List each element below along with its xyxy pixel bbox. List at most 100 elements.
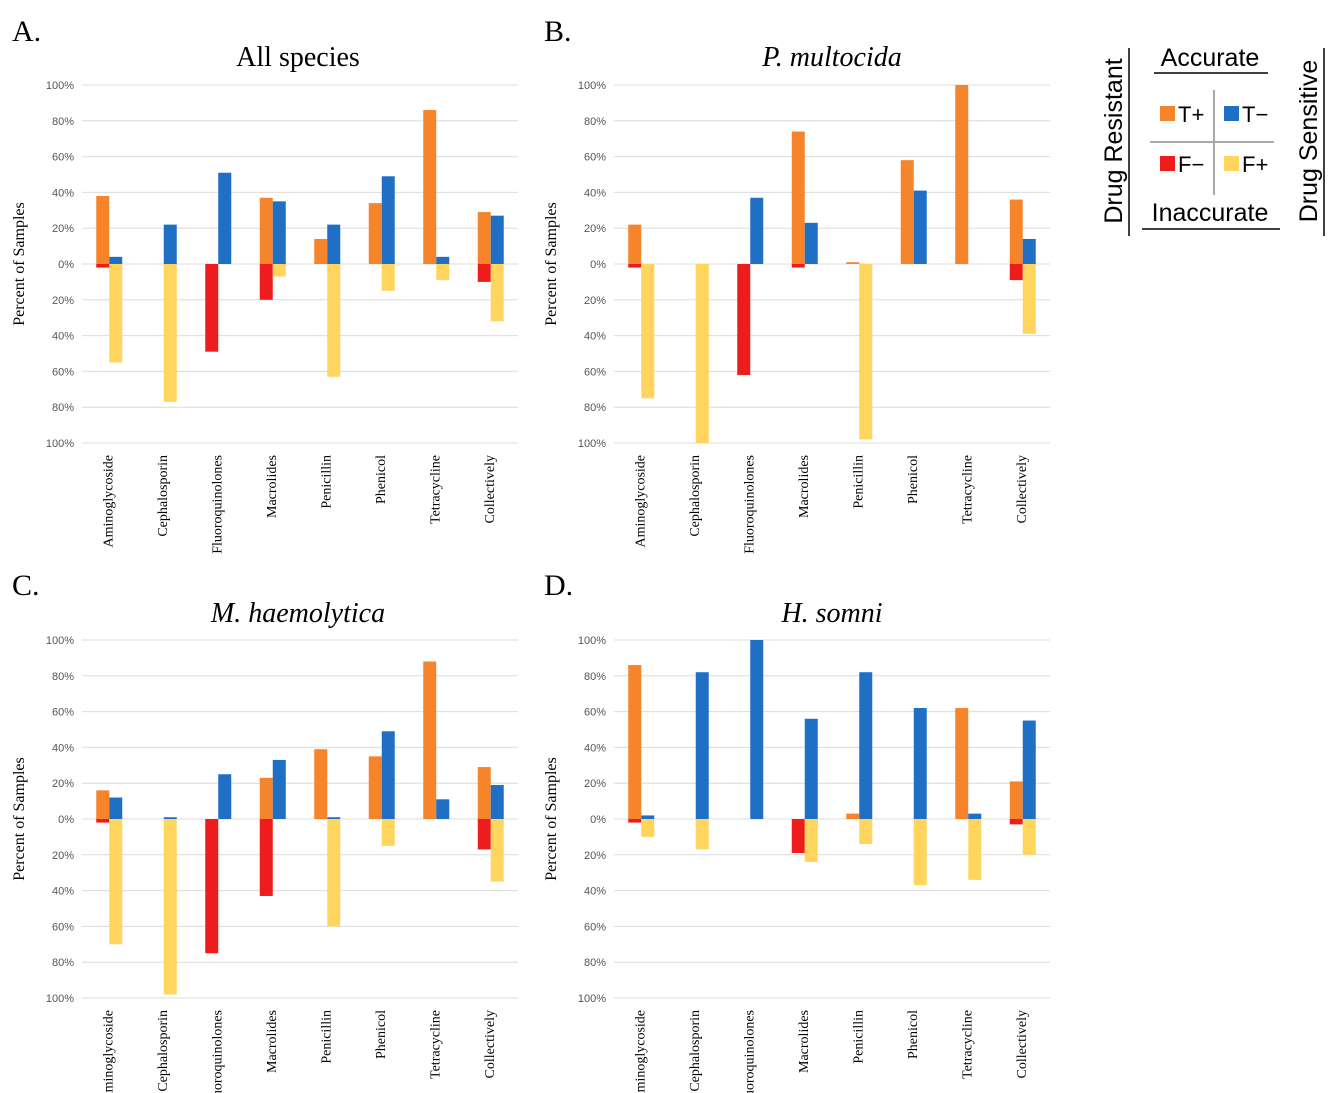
panel-b-bar-f-plus-penicillin bbox=[859, 264, 873, 440]
panel-b-bar-t-plus-phenicol bbox=[900, 160, 914, 264]
panel-d-bar-t-minus-penicillin bbox=[859, 672, 873, 819]
panel-c-ytick-label: 40% bbox=[52, 742, 74, 754]
panel-b-category-label-phenicol: Phenicol bbox=[906, 455, 921, 504]
panel-b-category-label-tetracycline: Tetracycline bbox=[960, 455, 975, 524]
panel-d-category-label-aminoglycoside: Aminoglycoside bbox=[633, 1010, 648, 1093]
panel-d-bar-f-plus-tetracycline bbox=[968, 819, 982, 880]
panel-d-ytick-label: 20% bbox=[584, 778, 606, 790]
panel-c-bar-t-minus-collectively bbox=[490, 784, 504, 819]
legend-swatch-t-plus bbox=[1160, 106, 1175, 121]
panel-a-bar-f-plus-tetracycline bbox=[436, 264, 450, 281]
panel-b: B. P. multocida Percent of Samples 100% 80% 6… bbox=[543, 15, 1050, 554]
panel-c-bar-t-plus-penicillin bbox=[314, 749, 328, 819]
panel-b-ytick-label: 20% bbox=[584, 295, 606, 307]
panel-d-letter: D. bbox=[544, 569, 573, 602]
panel-d-ytick-label: 60% bbox=[584, 921, 606, 933]
panel-d-category-label-cephalosporin: Cephalosporin bbox=[688, 1010, 703, 1092]
legend-swatch-f-minus bbox=[1160, 156, 1175, 171]
panel-c-bar-f-plus-collectively bbox=[490, 819, 504, 882]
panel-b-bar-f-plus-cephalosporin bbox=[695, 264, 709, 443]
panel-c-bar-f-minus-fluoroquinolones bbox=[205, 819, 219, 954]
panel-c-ytick-label: 100% bbox=[46, 635, 74, 647]
panel-b-category-label-cephalosporin: Cephalosporin bbox=[688, 455, 703, 537]
panel-c-bar-f-minus-macrolides bbox=[259, 819, 273, 896]
panel-b-bar-f-minus-macrolides bbox=[791, 264, 805, 268]
panel-d-bar-t-minus-tetracycline bbox=[968, 813, 982, 819]
panel-a-bar-t-minus-macrolides bbox=[272, 201, 286, 264]
panel-b-ytick-label: 60% bbox=[584, 366, 606, 378]
panel-d-category-label-phenicol: Phenicol bbox=[906, 1010, 921, 1059]
panel-a-bar-t-plus-penicillin bbox=[314, 238, 328, 264]
panel-c-category-label-cephalosporin: Cephalosporin bbox=[156, 1010, 171, 1092]
panel-c-letter: C. bbox=[12, 569, 40, 602]
panel-a-ytick-label: 0% bbox=[58, 259, 74, 271]
panel-a-category-label-tetracycline: Tetracycline bbox=[428, 455, 443, 524]
panel-c-bar-t-minus-macrolides bbox=[272, 759, 286, 819]
panel-b-category-label-aminoglycoside: Aminoglycoside bbox=[633, 455, 648, 548]
panel-a-category-label-penicillin: Penicillin bbox=[319, 455, 334, 509]
panel-a-bar-f-minus-collectively bbox=[477, 264, 491, 282]
panel-c-bar-f-plus-penicillin bbox=[327, 819, 341, 927]
panel-c: C. M. haemolytica Percent of Samples 100% 80… bbox=[11, 569, 518, 1093]
panel-a-bar-t-plus-phenicol bbox=[368, 203, 382, 264]
panel-b-bar-f-plus-aminoglycoside bbox=[641, 264, 655, 399]
panel-a-bar-t-minus-fluoroquinolones bbox=[218, 172, 232, 264]
panel-b-category-label-fluoroquinolones: Fluoroquinolones bbox=[742, 455, 757, 554]
panel-c-bar-t-plus-aminoglycoside bbox=[96, 790, 110, 819]
panel-b-ytick-label: 80% bbox=[584, 402, 606, 414]
panel-b-ytick-label: 0% bbox=[590, 259, 606, 271]
panel-a-ytick-label: 80% bbox=[52, 116, 74, 128]
panel-a-bar-f-plus-collectively bbox=[490, 264, 504, 322]
panel-a-bar-f-minus-fluoroquinolones bbox=[205, 264, 219, 352]
panel-a-bar-f-plus-macrolides bbox=[272, 264, 286, 277]
panel-b-bar-t-minus-fluoroquinolones bbox=[750, 197, 764, 264]
panel-b-bar-t-minus-macrolides bbox=[804, 222, 818, 264]
panel-a-letter: A. bbox=[12, 15, 41, 48]
panel-a-ytick-label: 40% bbox=[52, 187, 74, 199]
panel-c-ytick-label: 20% bbox=[52, 778, 74, 790]
panel-c-bar-t-minus-tetracycline bbox=[436, 799, 450, 819]
panel-b-ylabel: Percent of Samples bbox=[543, 202, 560, 326]
panel-a-ytick-label: 100% bbox=[46, 80, 74, 92]
panel-d-bar-f-plus-penicillin bbox=[859, 819, 873, 845]
panel-a-bar-f-minus-macrolides bbox=[259, 264, 273, 300]
panel-d-bar-f-minus-aminoglycoside bbox=[628, 819, 642, 823]
panel-c-bar-t-plus-macrolides bbox=[259, 777, 273, 819]
panel-d-bar-f-minus-collectively bbox=[1009, 819, 1023, 825]
legend-drug-resistant-label: Drug Resistant bbox=[1100, 58, 1128, 223]
legend-accurate-label: Accurate bbox=[1161, 44, 1260, 72]
panel-d-ytick-label: 60% bbox=[584, 707, 606, 719]
panel-b-bar-t-plus-penicillin bbox=[846, 262, 860, 264]
panel-c-bar-t-minus-aminoglycoside bbox=[109, 797, 123, 819]
panel-c-bar-t-minus-phenicol bbox=[381, 731, 395, 819]
legend-entry-t-minus: T− bbox=[1242, 102, 1268, 127]
panel-c-ytick-label: 80% bbox=[52, 671, 74, 683]
panel-c-bar-t-plus-collectively bbox=[477, 767, 491, 819]
panel-b-title: P. multocida bbox=[761, 42, 901, 73]
panel-c-ytick-label: 40% bbox=[52, 886, 74, 898]
panel-a-ytick-label: 20% bbox=[52, 223, 74, 235]
legend-inaccurate-label: Inaccurate bbox=[1152, 199, 1269, 227]
panel-c-category-label-penicillin: Penicillin bbox=[319, 1010, 334, 1064]
panel-c-ytick-label: 60% bbox=[52, 707, 74, 719]
panel-d-bar-t-minus-cephalosporin bbox=[695, 672, 709, 819]
panel-a-bar-f-plus-aminoglycoside bbox=[109, 264, 123, 363]
panel-a-ytick-label: 80% bbox=[52, 402, 74, 414]
panel-d-bar-f-plus-macrolides bbox=[804, 819, 818, 862]
panel-a-bar-t-minus-tetracycline bbox=[436, 256, 450, 264]
panel-a-ylabel: Percent of Samples bbox=[11, 202, 28, 326]
panel-d-ytick-label: 80% bbox=[584, 671, 606, 683]
panel-a-bar-f-minus-aminoglycoside bbox=[96, 264, 110, 268]
panel-a-ytick-label: 40% bbox=[52, 331, 74, 343]
panel-b-ytick-label: 80% bbox=[584, 116, 606, 128]
panel-c-ytick-label: 60% bbox=[52, 921, 74, 933]
panel-c-bar-t-minus-penicillin bbox=[327, 817, 341, 819]
panel-a-bar-t-minus-collectively bbox=[490, 215, 504, 264]
panel-a-ytick-label: 20% bbox=[52, 295, 74, 307]
panel-d-title: H. somni bbox=[780, 598, 882, 629]
panel-a-bar-f-plus-phenicol bbox=[381, 264, 395, 291]
panel-a-bar-f-plus-penicillin bbox=[327, 264, 341, 377]
panel-b-ytick-label: 20% bbox=[584, 223, 606, 235]
panel-a-ytick-label: 60% bbox=[52, 366, 74, 378]
panel-c-ytick-label: 80% bbox=[52, 957, 74, 969]
